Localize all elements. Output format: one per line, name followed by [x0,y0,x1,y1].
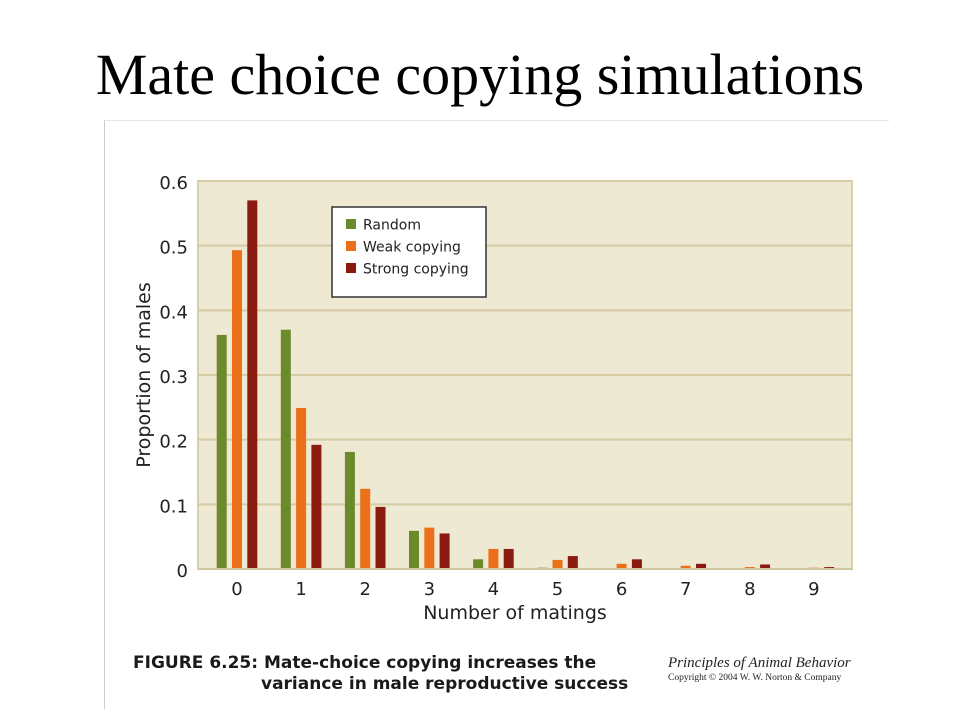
bar [680,565,691,569]
bar-chart: 0 0.1 0.2 0.3 0.4 0.5 0.6 0 1 2 3 4 5 6 7 8 9 Number of m… [133,173,853,624]
legend: Random Weak copying Strong copying [331,206,487,298]
bar [311,444,322,569]
bar [344,451,355,569]
figure-caption-line2: variance in male reproductive success [261,674,629,694]
y-axis-label: Proportion of males [133,282,155,467]
x-tick-label: 9 [808,579,819,600]
book-title: Principles of Animal Behavior [668,655,851,671]
bar [247,200,258,569]
bar [375,506,386,569]
x-tick-label: 3 [424,579,435,600]
bar [232,250,242,569]
copyright-notice: Copyright © 2004 W. W. Norton & Company [668,673,842,683]
y-tick-label: 0 [177,561,188,582]
bar [488,548,499,569]
bar [473,559,484,569]
bar [360,488,371,569]
legend-swatch [346,241,356,251]
x-tick-label: 4 [488,579,499,600]
x-tick-label: 1 [295,579,306,600]
figure-caption-line1: FIGURE 6.25: Mate-choice copying increas… [133,653,597,673]
legend-swatch [346,219,356,229]
y-tick-label: 0.5 [159,238,188,259]
bar [631,559,642,569]
bar [696,563,706,569]
legend-label: Weak copying [363,240,461,256]
bar [567,556,578,569]
y-tick-label: 0.6 [159,173,188,194]
legend-box [331,206,487,298]
x-tick-label: 0 [231,579,242,600]
x-axis-label: Number of matings [423,602,607,624]
bar [216,334,227,569]
x-tick-label: 6 [616,579,627,600]
bar [409,530,419,569]
bar [280,329,291,569]
bar [439,533,450,569]
bar [296,407,307,569]
figure-panel: 0 0.1 0.2 0.3 0.4 0.5 0.6 0 1 2 3 4 5 6 7 8 9 Number of m… [104,120,889,709]
legend-label: Strong copying [363,262,469,278]
legend-label: Random [363,218,421,234]
x-tick-label: 5 [552,579,563,600]
bar [424,527,435,569]
x-tick-label: 2 [359,579,370,600]
y-tick-label: 0.3 [159,367,188,388]
x-tick-label: 7 [680,579,691,600]
axes: 0 0.1 0.2 0.3 0.4 0.5 0.6 0 1 2 3 4 5 6 7 8 9 Number of m… [133,173,852,624]
bar [760,564,771,569]
x-tick-label: 8 [744,579,755,600]
legend-swatch [346,263,356,273]
y-tick-label: 0.2 [159,432,188,453]
bar [503,548,514,569]
figure-caption: FIGURE 6.25: Mate-choice copying increas… [133,653,628,695]
slide-title: Mate choice copying simulations [95,42,865,107]
y-tick-label: 0.4 [159,302,188,323]
y-tick-label: 0.1 [159,496,188,517]
gridlines [198,180,852,506]
bar [616,563,627,569]
bar [552,559,563,569]
